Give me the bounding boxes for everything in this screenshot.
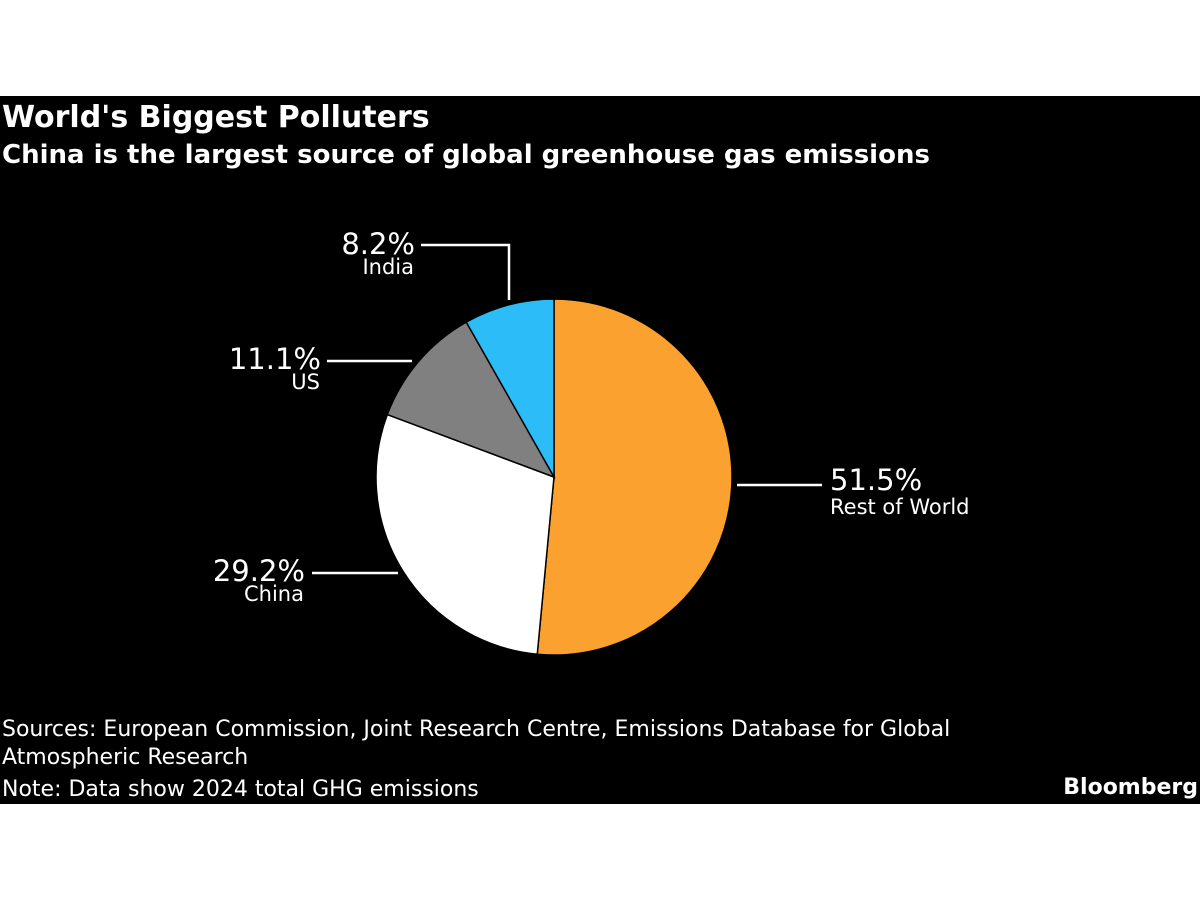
pie-slice-rest-of-world <box>536 298 733 656</box>
chart-subtitle: China is the largest source of global gr… <box>2 140 930 170</box>
slice-value-label: 29.2% <box>213 554 305 588</box>
slice-category-label: China <box>244 582 304 606</box>
slice-value-label: 8.2% <box>341 227 415 261</box>
slice-category-label: Rest of World <box>830 495 970 519</box>
slice-value-label: 51.5% <box>830 463 922 497</box>
chart-title: World's Biggest Polluters <box>2 100 430 135</box>
sources-note: Sources: European Commission, Joint Rese… <box>2 717 951 770</box>
slice-category-label: India <box>362 255 414 279</box>
slice-category-label: US <box>291 370 320 394</box>
pie-chart: 51.5%Rest of World 29.2%China 11.1%US 8.2%I… <box>213 227 970 656</box>
pie-slice-us <box>386 321 556 479</box>
chart-card: World's Biggest Polluters China is the l… <box>0 96 1200 804</box>
leader-line <box>421 243 511 300</box>
pie-slice-india <box>465 298 555 480</box>
pie-slice-china <box>375 413 555 656</box>
bloomberg-logo: Bloomberg <box>1063 775 1198 800</box>
data-note: Note: Data show 2024 total GHG emissions <box>2 777 479 802</box>
slice-value-label: 11.1% <box>229 342 321 376</box>
